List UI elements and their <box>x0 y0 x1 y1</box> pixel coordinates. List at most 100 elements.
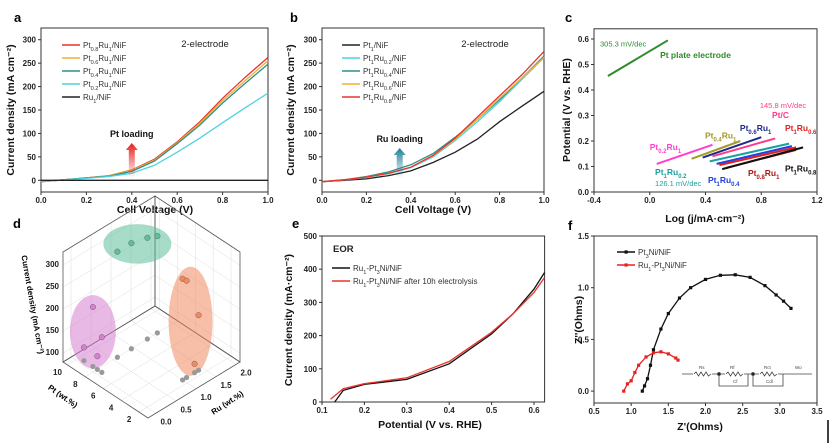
arrow-up-icon <box>125 143 138 178</box>
legend-label: Pt0.8Ru1/NiF <box>83 41 126 53</box>
data-point <box>763 284 767 288</box>
x-tick-label: 0.8 <box>494 196 506 205</box>
floor-projection-point <box>94 366 100 373</box>
group-ellipse <box>69 295 116 369</box>
z-tick-label: 250 <box>46 282 60 291</box>
x-axis-label: Cell Voltage (V) <box>395 204 471 216</box>
data-point <box>789 306 793 310</box>
resistor <box>693 371 712 377</box>
ru-axis-label: Ru (wt.%) <box>210 389 246 417</box>
data-point <box>195 312 202 319</box>
data-point <box>128 240 135 247</box>
panel-annotation: 2-electrode <box>461 39 509 50</box>
y-tick-label: 200 <box>23 83 37 92</box>
floor-projection-point <box>191 370 198 376</box>
plot-frame <box>321 27 545 193</box>
circuit-label: Rs <box>699 365 705 370</box>
x-tick-label: 2.0 <box>700 407 712 416</box>
series-line <box>716 145 793 165</box>
data-point <box>689 286 693 290</box>
grid-line <box>70 356 157 414</box>
x-tick-label: 0.4 <box>126 196 138 205</box>
ru-tick-label: 0.0 <box>160 417 172 426</box>
x-tick-label: 0.6 <box>172 196 184 205</box>
x-tick-label: 0.5 <box>486 406 498 415</box>
series-line <box>40 57 269 183</box>
x-tick-label: 0.5 <box>588 407 600 416</box>
x-tick-label: 1.2 <box>811 196 823 205</box>
resistor <box>759 371 778 377</box>
series-line <box>719 146 797 167</box>
y-tick-label: 0 <box>32 176 37 185</box>
x-tick-label: 0.3 <box>401 406 413 415</box>
series-line <box>40 92 269 183</box>
series-line <box>709 142 790 163</box>
data-point <box>666 311 670 316</box>
panel-c: -0.4 0.0 0.4 0.8 1.20.00.10.20.30.40.50.6Log… <box>561 10 823 225</box>
circuit-label: Cf <box>733 379 738 384</box>
pt-tick-label: 6 <box>91 392 96 401</box>
data-point <box>191 360 198 367</box>
floor-projection-point <box>90 363 96 370</box>
data-point <box>154 233 161 240</box>
legend-label: Ru1-Pt3Ni/NiF after 10h electrolysis <box>353 277 478 289</box>
data-point <box>640 389 644 393</box>
data-point <box>651 348 656 352</box>
arrow-label: Pt loading <box>110 129 154 139</box>
panel-letter: b <box>290 10 298 25</box>
data-point <box>622 389 626 393</box>
z-axis-label: Current density (mA cm⁻²) <box>19 255 45 355</box>
legend-label: Pt1Ru0.4/NiF <box>363 67 406 79</box>
data-point <box>98 334 105 341</box>
data-point <box>644 355 648 359</box>
y-tick-label: 0 <box>313 398 318 407</box>
data-point <box>674 356 678 360</box>
group-ellipse <box>103 224 172 264</box>
y-tick-label: 250 <box>23 59 37 68</box>
y-tick-label: 0.6 <box>578 35 590 44</box>
data-point <box>703 277 708 282</box>
ru-tick-label: 1.5 <box>220 381 232 390</box>
data-point <box>80 344 87 351</box>
series-line <box>712 137 776 158</box>
line-label: Pt plate electrode <box>660 50 731 60</box>
floor-projection-point <box>128 346 134 352</box>
data-point <box>637 363 641 367</box>
plot-frame <box>40 27 269 193</box>
parallel-branch <box>718 374 784 387</box>
z-tick-label: 100 <box>46 348 60 357</box>
data-point <box>676 358 680 362</box>
series-line <box>656 143 713 165</box>
y-tick-label: 0.2 <box>578 137 590 146</box>
data-point <box>114 248 121 255</box>
ru-tick-label: 1.0 <box>200 393 212 402</box>
data-point <box>666 352 670 356</box>
series-line <box>623 351 679 392</box>
x-tick-label: 0.1 <box>316 406 328 415</box>
node <box>751 372 755 376</box>
data-point <box>183 277 190 284</box>
panel-e: 0.1 0.2 0.3 0.4 0.5 0.6 0 100 200 300 400 500 Potent… <box>283 216 546 431</box>
y-axis-label: Current density (mA·cm⁻²) <box>283 254 295 386</box>
line-label: Pt0.2Ru1 <box>650 142 682 155</box>
panel-letter: d <box>13 216 21 231</box>
legend-label: Pt1Ru0.6/NiF <box>363 80 406 92</box>
x-tick-label: 1.0 <box>262 196 274 205</box>
x-tick-label: 0.6 <box>528 406 540 415</box>
pt-tick-label: 8 <box>73 380 78 389</box>
series-line <box>40 60 269 183</box>
legend-label: Pt1Ru0.8/NiF <box>363 93 406 105</box>
data-point <box>144 234 151 241</box>
x-tick-label: 0.2 <box>359 406 371 415</box>
floor-projection-point <box>81 357 87 364</box>
line-label: 305.3 mV/dec <box>600 40 647 49</box>
panel-letter: e <box>292 216 299 231</box>
legend-marker <box>624 250 628 254</box>
series-line <box>330 277 546 400</box>
legend-label: Pt3Ni/NiF <box>638 248 671 260</box>
y-tick-label: 0.5 <box>578 335 590 344</box>
y-axis-label: Current density (mA cm⁻²) <box>285 44 297 175</box>
circuit-label: Rf <box>730 365 735 370</box>
x-tick-label: 0.4 <box>444 406 456 415</box>
